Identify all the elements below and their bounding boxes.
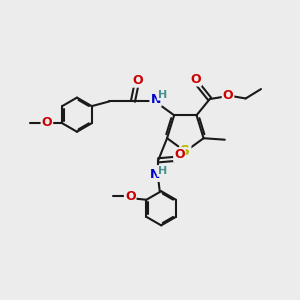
Text: O: O — [42, 116, 52, 129]
Text: O: O — [133, 74, 143, 87]
Text: H: H — [158, 166, 167, 176]
Text: O: O — [125, 190, 136, 203]
Text: S: S — [180, 145, 190, 158]
Text: N: N — [149, 168, 160, 181]
Text: N: N — [150, 93, 161, 106]
Text: H: H — [158, 90, 167, 100]
Text: O: O — [190, 73, 201, 85]
Text: O: O — [223, 89, 233, 102]
Text: O: O — [174, 148, 185, 161]
